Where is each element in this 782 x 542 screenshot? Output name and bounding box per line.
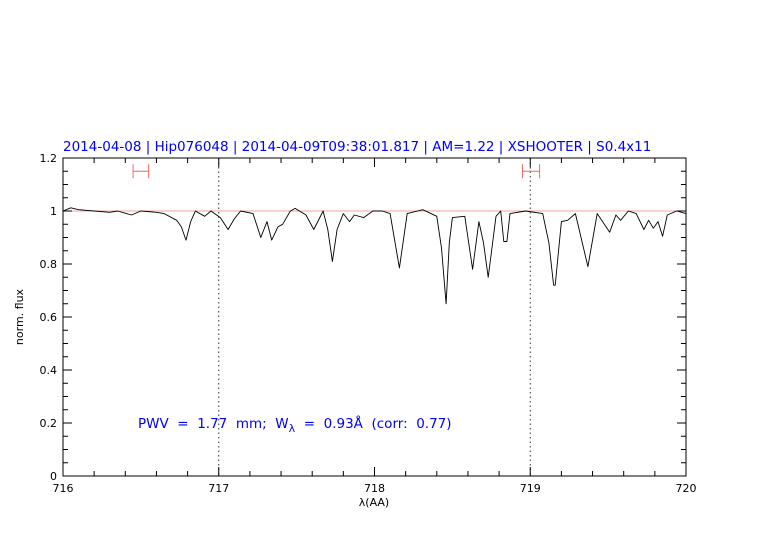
annotation-prefix: PWV = 1.77 mm; W: [138, 416, 289, 432]
x-tick-label: 718: [364, 482, 385, 495]
y-tick-label: 1: [50, 205, 57, 218]
pwv-annotation: PWV = 1.77 mm; Wλ = 0.93Å (corr: 0.77): [138, 415, 452, 435]
x-tick-label: 716: [53, 482, 74, 495]
x-tick-label: 717: [208, 482, 229, 495]
spectrum-line: [62, 207, 687, 305]
x-tick-label: 720: [676, 482, 697, 495]
y-tick-label: 0.6: [40, 311, 58, 324]
y-axis-label: norm. flux: [13, 288, 26, 345]
y-tick-label: 0: [50, 470, 57, 483]
plot-area: 716 717 718 719 720 0 0.2 0.4 0.6 0.8 1 1.2: [40, 152, 697, 495]
y-tick-label: 1.2: [40, 152, 58, 165]
annotation-subscript: λ: [289, 422, 296, 435]
annotation-suffix: = 0.93Å (corr: 0.77): [295, 415, 451, 432]
x-tick-label: 719: [520, 482, 541, 495]
x-axis-label: λ(AA): [359, 496, 389, 509]
y-tick-label: 0.2: [40, 417, 58, 430]
chart-title: 2014-04-08 | Hip076048 | 2014-04-09T09:3…: [63, 139, 651, 155]
y-tick-label: 0.8: [40, 258, 58, 271]
y-tick-label: 0.4: [40, 364, 58, 377]
